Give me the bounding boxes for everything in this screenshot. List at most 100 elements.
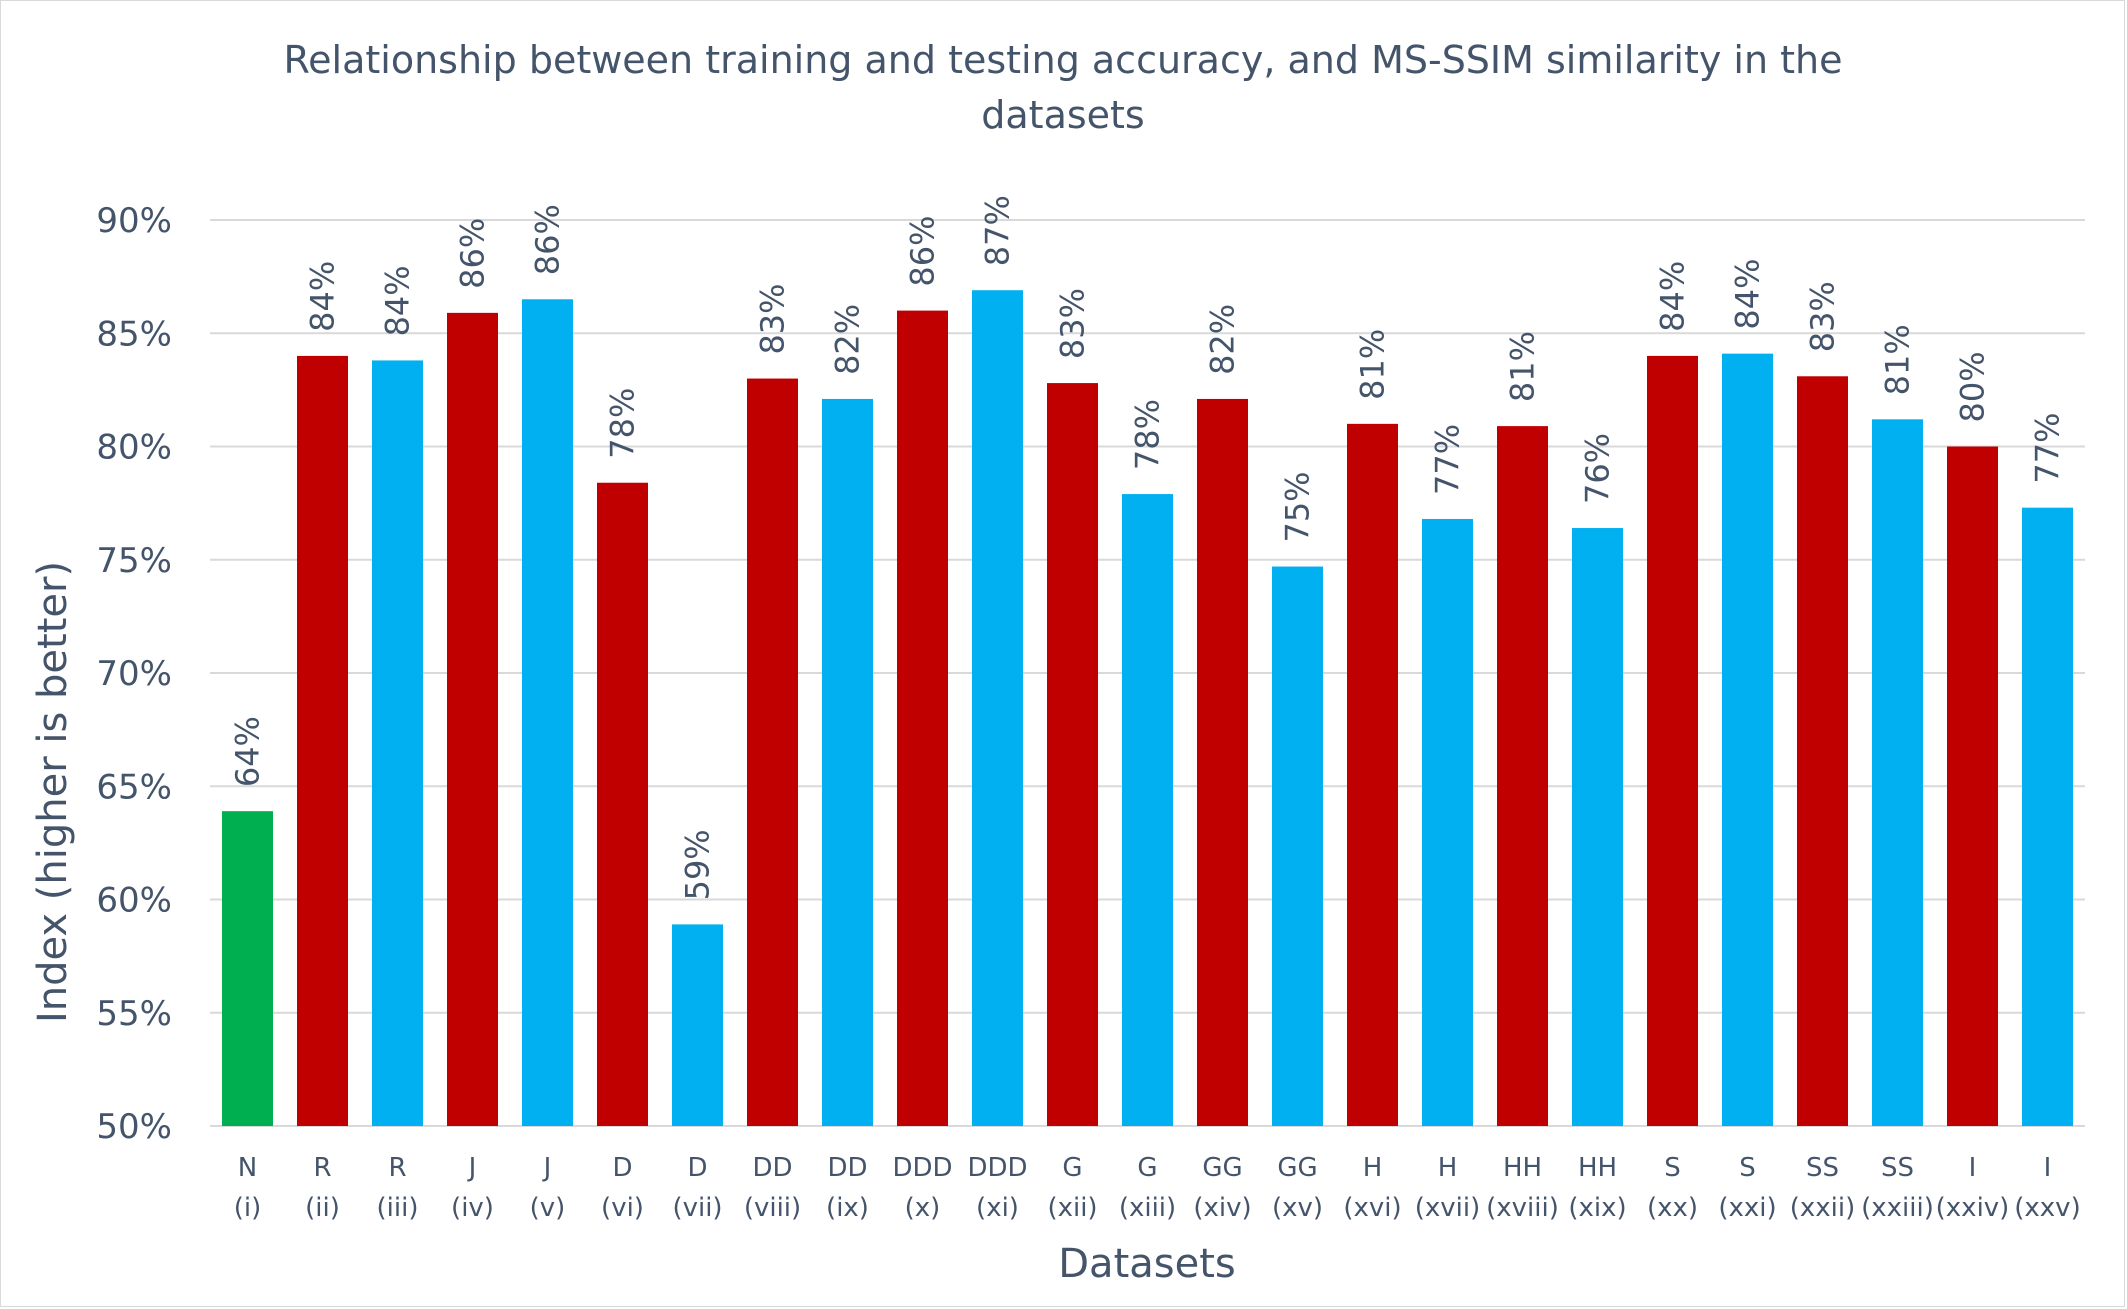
y-tick-label: 90% xyxy=(96,201,172,241)
x-tick-label: SS xyxy=(1806,1153,1839,1183)
x-tick-label: SS xyxy=(1881,1153,1914,1183)
x-tick-sublabel: (ix) xyxy=(826,1193,869,1223)
data-label: 81% xyxy=(1879,324,1917,395)
data-label: 83% xyxy=(754,283,792,354)
x-tick-sublabel: (xx) xyxy=(1647,1193,1698,1223)
x-tick-label: DD xyxy=(752,1153,792,1183)
bar xyxy=(222,811,273,1126)
y-tick-label: 60% xyxy=(96,881,172,921)
data-label: 84% xyxy=(1654,261,1692,332)
data-label: 84% xyxy=(1729,259,1767,330)
x-tick-label: S xyxy=(1664,1153,1681,1183)
x-tick-sublabel: (xiv) xyxy=(1193,1193,1251,1223)
y-axis-title: Index (higher is better) xyxy=(30,561,76,1023)
x-tick-sublabel: (i) xyxy=(234,1193,262,1223)
x-tick-sublabel: (v) xyxy=(530,1193,566,1223)
bar xyxy=(1197,398,1248,1126)
data-label: 78% xyxy=(604,388,642,459)
x-tick-sublabel: (viii) xyxy=(744,1193,801,1223)
y-tick-label: 55% xyxy=(96,994,172,1034)
x-tick-sublabel: (iv) xyxy=(451,1193,494,1223)
x-tick-label: J xyxy=(467,1153,477,1183)
bar xyxy=(1272,566,1323,1126)
x-axis-title: Datasets xyxy=(1058,1241,1235,1287)
chart-title-line-1: Relationship between training and testin… xyxy=(283,38,1842,82)
x-tick-label: H xyxy=(1438,1153,1458,1183)
data-label: 81% xyxy=(1504,331,1542,402)
data-labels: 64% 84% 84% 86% 86% 78% 59% 83% 82% 86% 87% 83% 78% 8… xyxy=(229,195,2067,900)
bar xyxy=(522,299,573,1126)
x-tick-label: G xyxy=(1137,1153,1157,1183)
x-tick-label: HH xyxy=(1578,1153,1617,1183)
x-tick-label: R xyxy=(388,1153,406,1183)
data-label: 86% xyxy=(454,218,492,289)
data-label: 78% xyxy=(1129,399,1167,470)
chart-title-line-2: datasets xyxy=(981,93,1144,137)
bar xyxy=(1347,423,1398,1127)
bar xyxy=(1497,426,1548,1126)
data-label: 76% xyxy=(1579,433,1617,504)
data-label: 77% xyxy=(2029,413,2067,484)
x-tick-sublabel: (xxii) xyxy=(1790,1193,1856,1223)
bar xyxy=(822,398,873,1126)
bar xyxy=(597,482,648,1126)
x-tick-label: DD xyxy=(827,1153,867,1183)
data-label: 64% xyxy=(229,716,267,787)
x-tick-sublabel: (xv) xyxy=(1272,1193,1323,1223)
data-label: 82% xyxy=(1204,304,1242,375)
data-label: 83% xyxy=(1804,281,1842,352)
data-label: 59% xyxy=(679,829,717,900)
bar xyxy=(1797,376,1848,1126)
x-tick-label: GG xyxy=(1277,1153,1317,1183)
data-label: 84% xyxy=(304,261,342,332)
y-tick-label: 70% xyxy=(96,654,172,694)
x-tick-sublabel: (xviii) xyxy=(1486,1193,1559,1223)
x-tick-label: J xyxy=(542,1153,552,1183)
x-tick-label: S xyxy=(1739,1153,1756,1183)
x-tick-label: G xyxy=(1062,1153,1082,1183)
bar xyxy=(1947,446,1998,1126)
y-tick-label: 50% xyxy=(96,1107,172,1147)
data-label: 75% xyxy=(1279,471,1317,542)
x-tick-sublabel: (xxi) xyxy=(1718,1193,1776,1223)
x-tick-label: GG xyxy=(1202,1153,1242,1183)
x-tick-sublabel: (xii) xyxy=(1047,1193,1097,1223)
y-tick-label: 75% xyxy=(96,541,172,581)
x-tick-label: DDD xyxy=(967,1153,1027,1183)
x-tick-label: I xyxy=(1969,1153,1977,1183)
x-tick-sublabel: (xxv) xyxy=(2014,1193,2080,1223)
x-tick-sublabel: (ii) xyxy=(305,1193,340,1223)
bar xyxy=(1572,528,1623,1126)
data-label: 86% xyxy=(529,204,567,275)
x-axis-ticks: N (i) R (ii) R (iii) J (iv) J (v) D (vi) D (vii) DD (vi… xyxy=(234,1153,2081,1223)
data-label: 81% xyxy=(1354,329,1392,400)
x-tick-sublabel: (vii) xyxy=(672,1193,722,1223)
data-label: 77% xyxy=(1429,424,1467,495)
x-tick-label: D xyxy=(612,1153,632,1183)
data-label: 84% xyxy=(379,265,417,336)
x-tick-label: N xyxy=(238,1153,257,1183)
x-tick-label: DDD xyxy=(892,1153,952,1183)
x-tick-label: R xyxy=(313,1153,331,1183)
bar xyxy=(372,360,423,1126)
data-label: 80% xyxy=(1954,351,1992,422)
x-tick-sublabel: (xi) xyxy=(976,1193,1019,1223)
x-tick-sublabel: (xvii) xyxy=(1415,1193,1481,1223)
y-axis-ticks: 50% 55% 60% 65% 70% 75% 80% 85% 90% xyxy=(96,201,172,1147)
x-tick-sublabel: (xxiii) xyxy=(1861,1193,1934,1223)
x-tick-sublabel: (xxiv) xyxy=(1936,1193,2010,1223)
bar xyxy=(1647,355,1698,1126)
data-label: 82% xyxy=(829,304,867,375)
bar xyxy=(447,312,498,1126)
bar xyxy=(897,310,948,1127)
x-tick-label: D xyxy=(687,1153,707,1183)
x-tick-sublabel: (x) xyxy=(905,1193,941,1223)
data-label: 83% xyxy=(1054,288,1092,359)
bar xyxy=(972,290,1023,1127)
bar xyxy=(1422,518,1473,1126)
y-tick-label: 65% xyxy=(96,767,172,807)
bar xyxy=(1047,383,1098,1127)
x-tick-sublabel: (vi) xyxy=(601,1193,644,1223)
